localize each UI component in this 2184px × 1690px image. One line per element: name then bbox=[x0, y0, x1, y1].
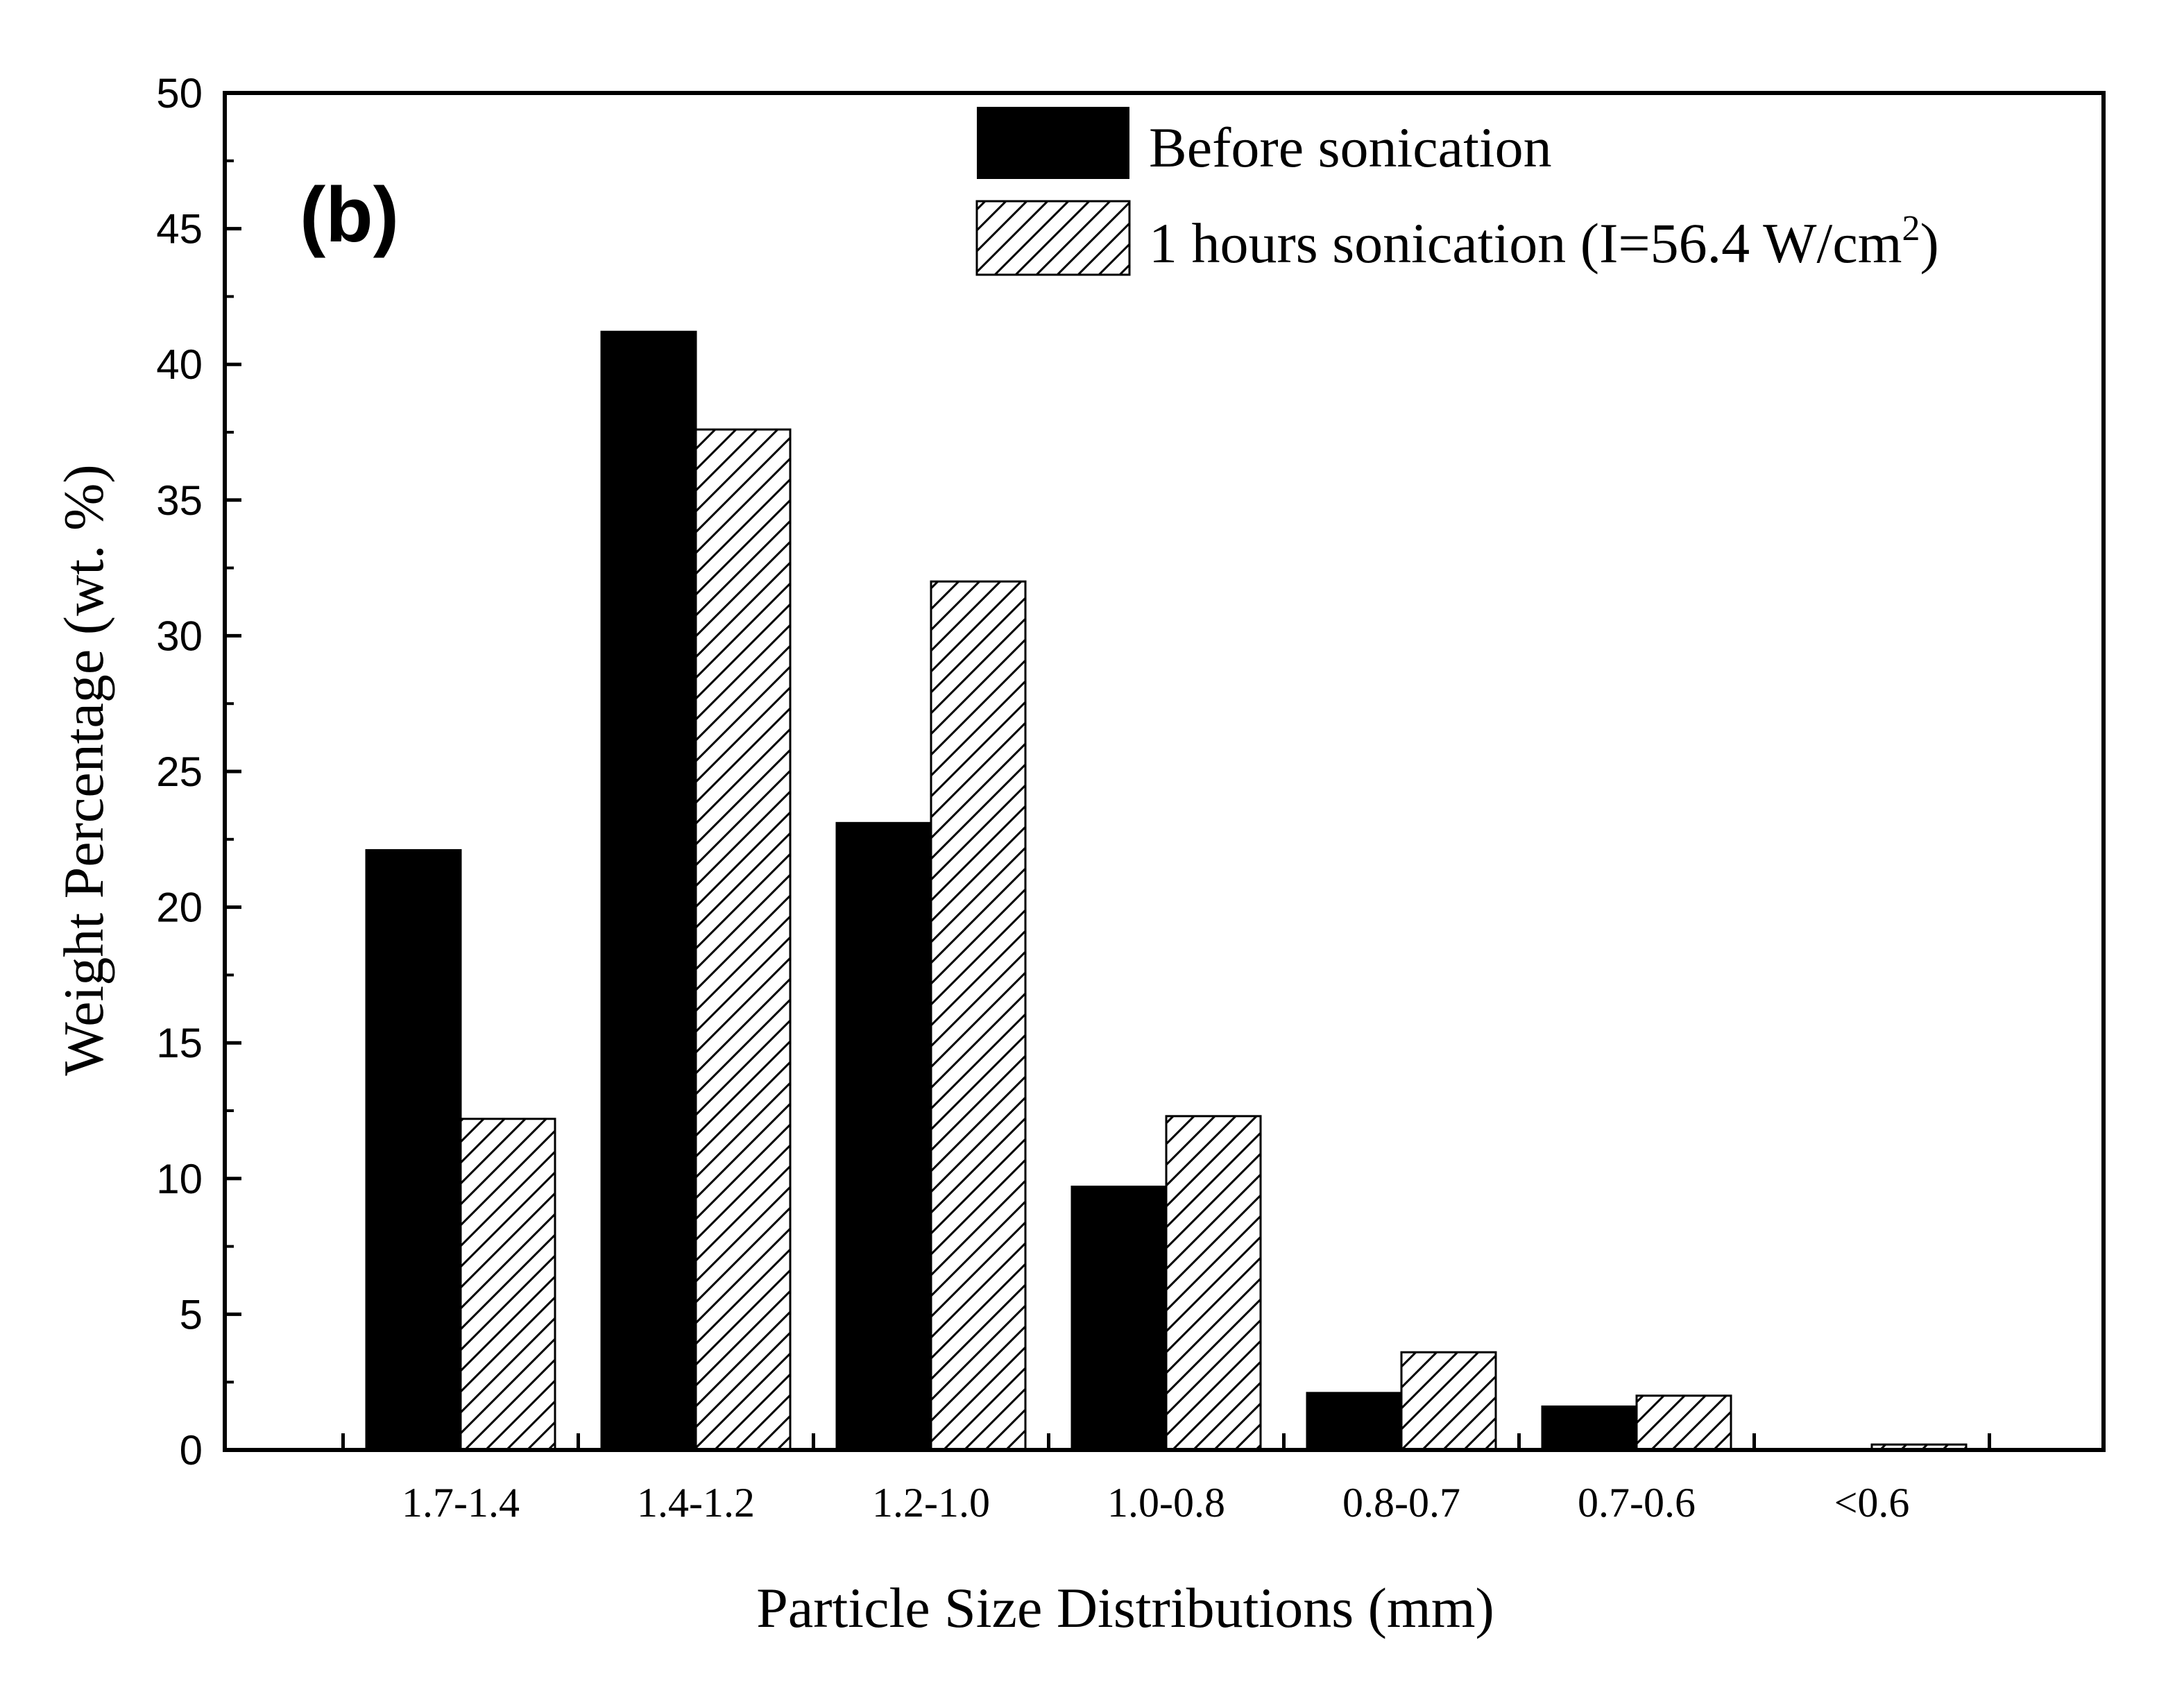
x-tick-label: 0.8-0.7 bbox=[1342, 1480, 1460, 1526]
x-tick-label: <0.6 bbox=[1834, 1480, 1910, 1526]
y-tick-label: 10 bbox=[156, 1156, 203, 1202]
bar-1-hour-sonication-2 bbox=[694, 428, 792, 1451]
y-tick-label: 25 bbox=[156, 749, 203, 795]
y-tick-label: 15 bbox=[156, 1020, 203, 1066]
y-tick-label: 30 bbox=[156, 613, 203, 659]
x-tick-label: 1.4-1.2 bbox=[637, 1480, 755, 1526]
y-tick-label: 0 bbox=[180, 1427, 203, 1474]
bar-before-sonication-6 bbox=[1541, 1405, 1638, 1451]
bar-1-hour-sonication-6 bbox=[1635, 1394, 1732, 1451]
bar-1-hour-sonication-4 bbox=[1165, 1115, 1262, 1451]
legend-label-before-sonication: Before sonication bbox=[1149, 116, 1552, 179]
bar-1-hour-sonication-3 bbox=[930, 580, 1027, 1451]
y-tick-label: 45 bbox=[156, 206, 203, 253]
y-tick-label: 35 bbox=[156, 477, 203, 524]
bar-before-sonication-5 bbox=[1306, 1392, 1403, 1451]
legend-swatch-1-hour-sonication bbox=[975, 200, 1131, 276]
legend-label-superscript: 2 bbox=[1902, 209, 1920, 248]
bar-before-sonication-2 bbox=[600, 330, 697, 1451]
x-tick-label: 1.7-1.4 bbox=[402, 1480, 520, 1526]
bar-1-hour-sonication-5 bbox=[1400, 1351, 1497, 1451]
plot-frame bbox=[223, 91, 2106, 1452]
x-tick-label: 1.2-1.0 bbox=[872, 1480, 990, 1526]
y-tick-label: 40 bbox=[156, 341, 203, 388]
bar-before-sonication-1 bbox=[365, 848, 462, 1451]
y-tick-label: 50 bbox=[156, 70, 203, 117]
bar-1-hour-sonication-1 bbox=[459, 1118, 556, 1451]
x-axis-title: Particle Size Distributions (mm) bbox=[756, 1576, 1494, 1639]
legend-label-1-hour-sonication: 1 hours sonication (I=56.4 W/cm2) bbox=[1149, 209, 1939, 275]
bar-before-sonication-3 bbox=[835, 821, 932, 1451]
bar-before-sonication-4 bbox=[1070, 1186, 1168, 1451]
legend: Before sonication 1 hours sonication (I=… bbox=[975, 107, 1939, 276]
legend-swatch-before-sonication bbox=[977, 107, 1129, 179]
panel-label: (b) bbox=[300, 171, 399, 258]
y-tick-label: 20 bbox=[156, 885, 203, 931]
legend-label-suffix: ) bbox=[1920, 212, 1939, 275]
y-axis-title: Weight Percentage (wt. %) bbox=[52, 464, 115, 1075]
x-tick-label: 0.7-0.6 bbox=[1578, 1480, 1696, 1526]
legend-label-main: 1 hours sonication (I=56.4 W/cm bbox=[1149, 212, 1902, 275]
x-tick-label: 1.0-0.8 bbox=[1107, 1480, 1225, 1526]
y-tick-label: 5 bbox=[180, 1291, 203, 1338]
